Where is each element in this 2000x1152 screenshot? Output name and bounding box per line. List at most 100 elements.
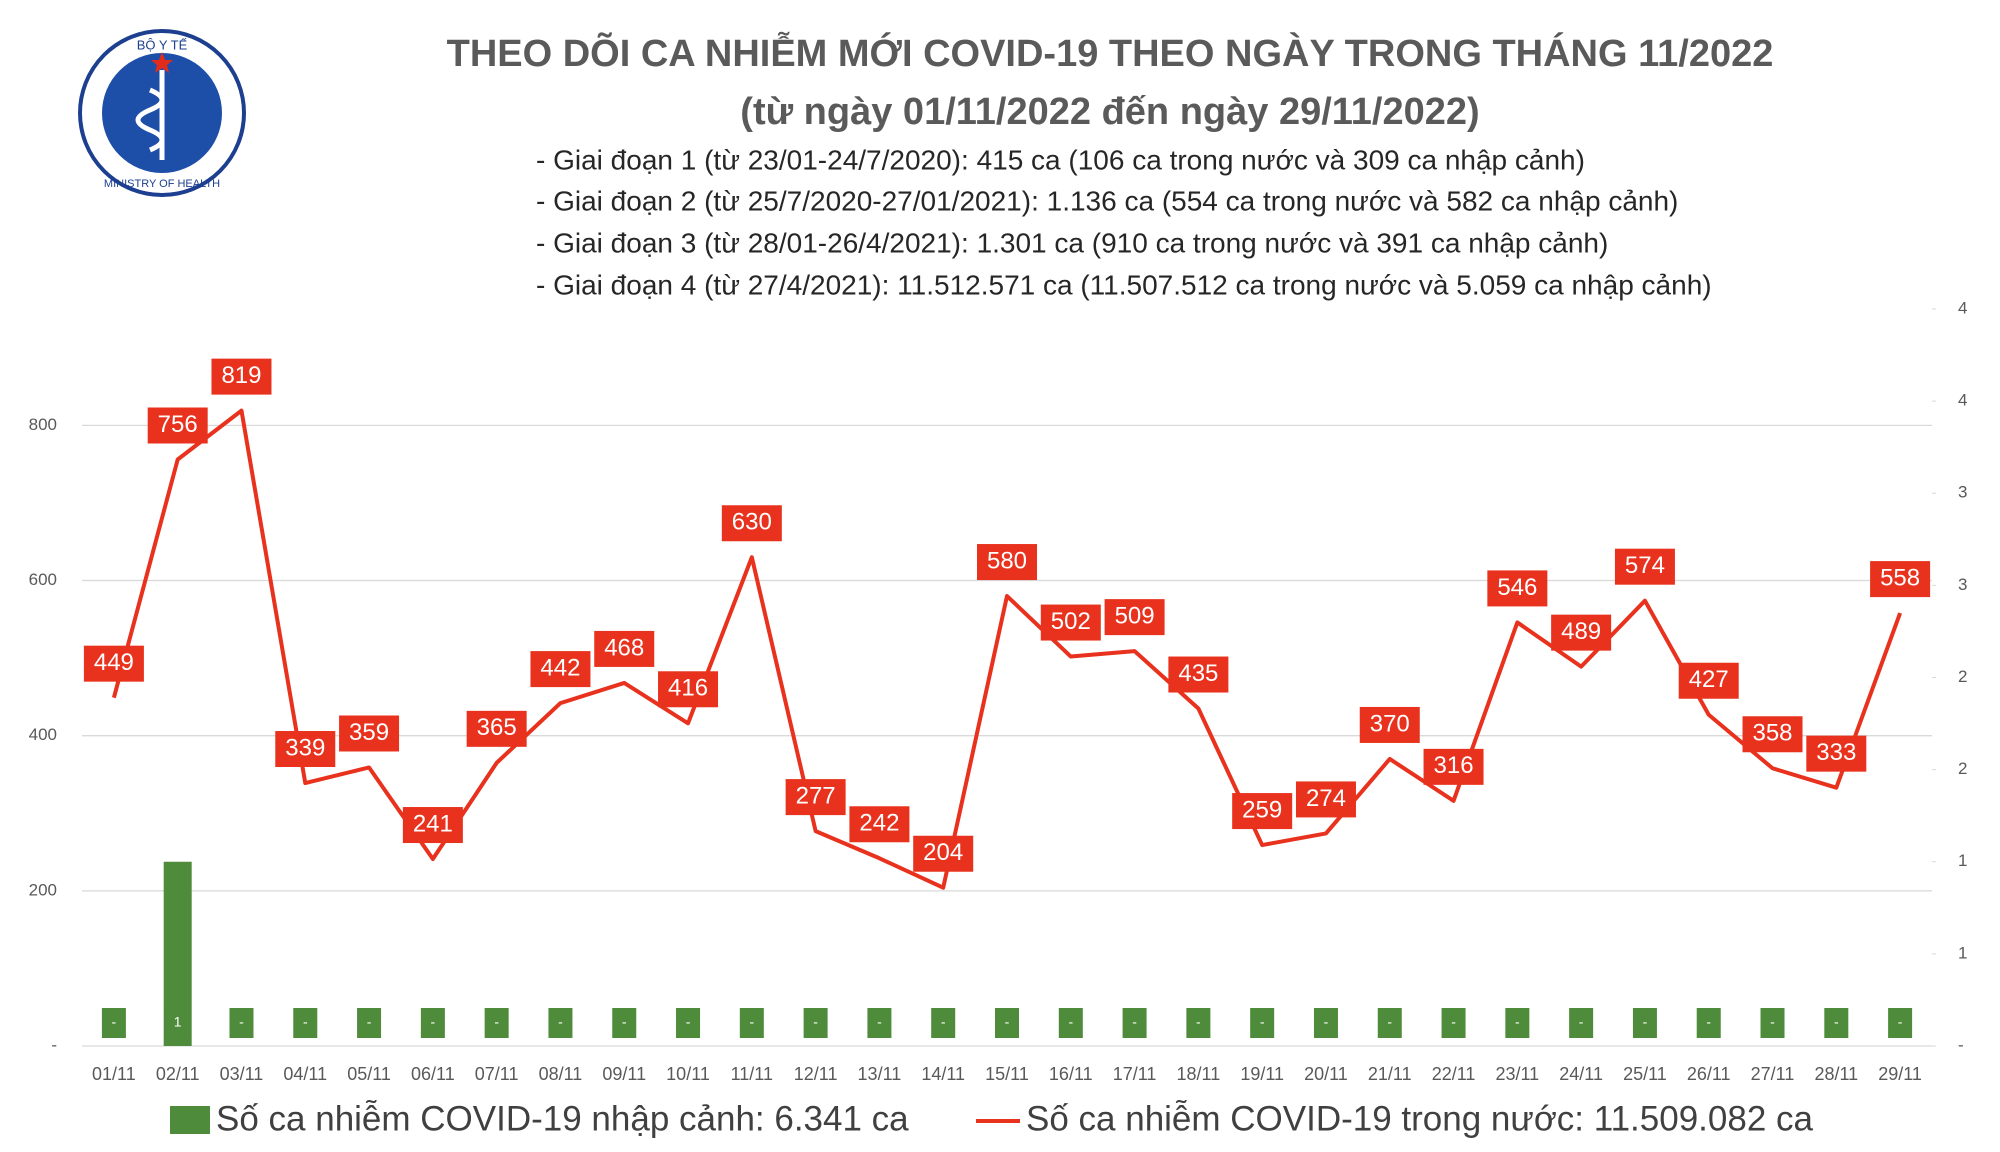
bar-label-box [1186,1008,1211,1038]
data-label: 242 [859,810,899,837]
y2-tick-label: 3 [1958,483,1967,502]
data-label-box [1168,656,1229,693]
bar-label: - [1196,1014,1201,1030]
bar-label: - [749,1014,754,1030]
x-tick-label: 06/11 [411,1064,455,1084]
bar-label: - [1834,1014,1839,1030]
bar-label: - [1068,1014,1073,1030]
subtitle: - Giai đoạn 4 (từ 27/4/2021): 11.512.571… [536,269,1712,300]
subtitle: - Giai đoạn 3 (từ 28/01-26/4/2021): 1.30… [536,227,1608,258]
x-tick-label: 13/11 [858,1064,902,1084]
bar-label: - [1260,1014,1265,1030]
bar-label-box [1696,1008,1721,1038]
bar-label: - [431,1014,436,1030]
data-label: 442 [540,654,580,681]
bar-label-box [165,1008,190,1038]
data-label: 756 [158,411,198,438]
data-label-box [1614,548,1675,585]
x-tick-label: 12/11 [794,1064,838,1084]
x-tick-label: 23/11 [1495,1064,1539,1084]
bar-label-box [739,1008,764,1038]
x-tick-label: 21/11 [1368,1064,1412,1084]
bar-label: - [494,1014,499,1030]
y-tick-label: 800 [29,415,57,434]
data-label-box [1359,706,1420,743]
bar-label: - [1387,1014,1392,1030]
logo-symbol [135,70,165,160]
data-label: 580 [987,547,1027,574]
data-label: 435 [1178,660,1218,687]
x-tick-label: 11/11 [731,1064,773,1084]
data-label: 630 [732,509,772,536]
bar-label-box [1313,1008,1338,1038]
data-label-box [466,710,527,747]
logo-bottom-text: MINISTRY OF HEALTH [104,178,220,190]
bar-label-box [676,1008,701,1038]
x-tick-label: 18/11 [1177,1064,1221,1084]
x-tick-label: 01/11 [92,1064,136,1084]
data-label-box [402,807,463,844]
bar-label: - [1770,1014,1775,1030]
bar-label-box [1888,1008,1913,1038]
bar-label: - [239,1014,244,1030]
bar-label: - [303,1014,308,1030]
x-tick-label: 03/11 [220,1064,264,1084]
data-label-box [977,544,1037,581]
y2-tick-label: - [1958,1035,1964,1054]
data-label: 259 [1242,796,1282,823]
bar-label-box [1058,1008,1083,1038]
data-label: 558 [1880,564,1920,591]
chart-title: THEO DÕI CA NHIỄM MỚI COVID-19 THEO NGÀY… [447,31,1774,75]
data-label: 365 [477,714,517,741]
bar-label-box [1377,1008,1402,1038]
data-label-box [1487,570,1548,607]
y2-tick-label: 4 [1958,298,1967,317]
bar-label-box [995,1008,1019,1038]
data-label-box [1742,716,1803,753]
x-tick-label: 07/11 [475,1064,519,1084]
chart-title: (từ ngày 01/11/2022 đến ngày 29/11/2022) [740,91,1479,133]
data-label-box [913,835,974,872]
bar-label: - [1515,1014,1520,1030]
data-label: 449 [94,649,134,676]
data-label-box [658,671,719,708]
data-label: 489 [1561,618,1601,645]
data-label-box [339,715,400,752]
y-tick-label: 200 [29,880,57,899]
data-label-box [1104,599,1165,636]
subtitle: - Giai đoạn 1 (từ 23/01-24/7/2020): 415 … [536,144,1585,175]
data-label-box [1295,781,1356,818]
bar-label: - [1706,1014,1711,1030]
data-label: 358 [1752,720,1792,747]
bar-label-box [357,1008,382,1038]
data-label-box [211,358,272,395]
bar-label-box [1760,1008,1785,1038]
x-tick-label: 05/11 [347,1064,391,1084]
y2-tick-label: 2 [1958,667,1967,686]
bar-label: - [558,1014,563,1030]
x-tick-label: 20/11 [1304,1064,1348,1084]
data-label-box [83,645,144,682]
bar-label: - [1643,1014,1648,1030]
data-label: 819 [221,362,261,389]
x-tick-label: 10/11 [666,1064,710,1084]
data-label: 370 [1370,710,1410,737]
data-label-box [1806,735,1867,772]
data-label: 574 [1625,552,1665,579]
x-tick-label: 22/11 [1432,1064,1476,1084]
data-label: 204 [923,839,963,866]
y2-tick-label: 3 [1958,575,1967,594]
data-label-box [275,731,336,768]
x-tick-label: 19/11 [1240,1064,1284,1084]
x-tick-label: 15/11 [985,1064,1029,1084]
subtitle: - Giai đoạn 2 (từ 25/7/2020-27/01/2021):… [536,185,1678,216]
data-label-box [1232,793,1293,830]
logo-top-text: BỘ Y TẾ [137,37,188,52]
bar-label: - [1005,1014,1010,1030]
bar-label-box [1441,1008,1466,1038]
bar-label-box [101,1008,126,1038]
data-label-box [1870,561,1931,598]
bar-label-box [803,1008,828,1038]
bar-label-box [1569,1008,1594,1038]
data-label: 416 [668,675,708,702]
